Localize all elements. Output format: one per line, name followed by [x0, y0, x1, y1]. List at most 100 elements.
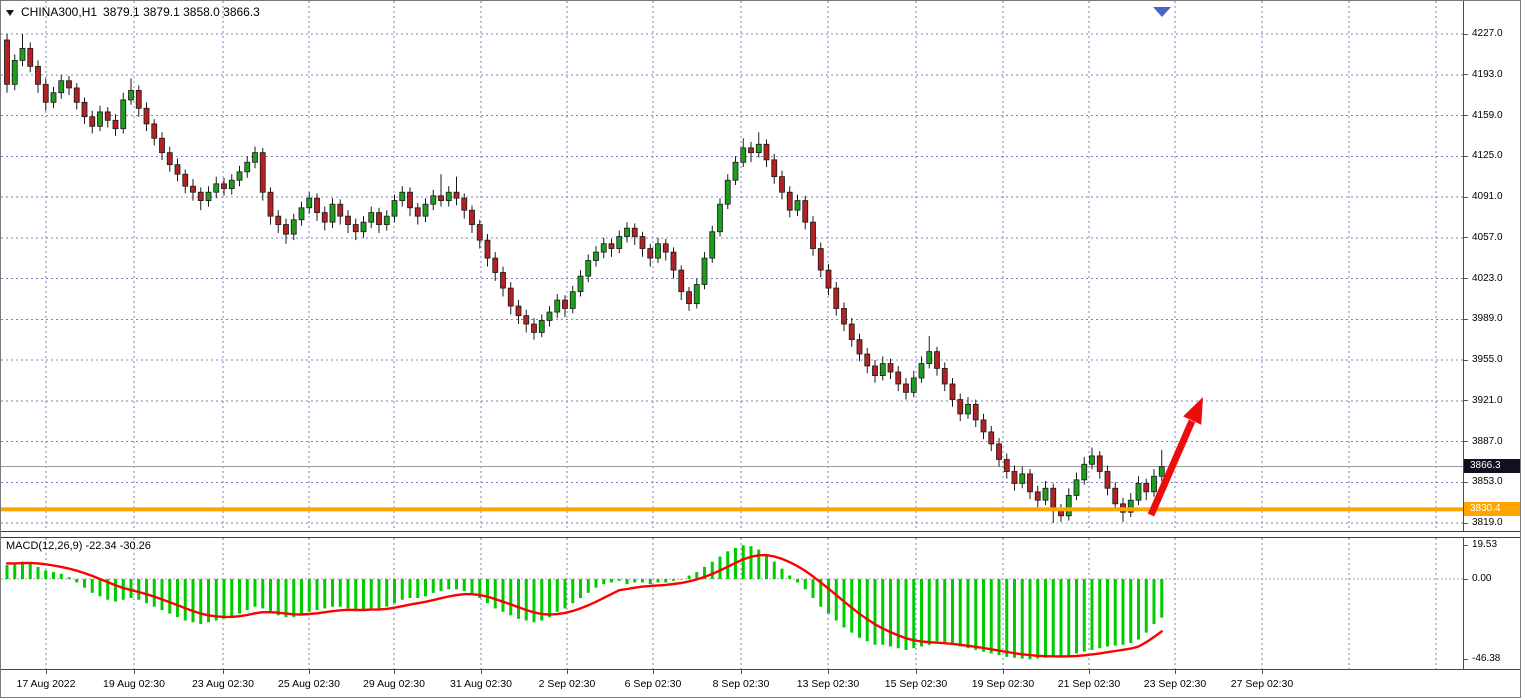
candle-body: [1112, 487, 1119, 505]
macd-histogram-bar: [726, 551, 730, 579]
macd-histogram-bar: [811, 579, 815, 599]
candle-body: [236, 171, 243, 181]
price-axis-tickmark: [1464, 115, 1468, 116]
price-tick-label: 3989.0: [1472, 313, 1503, 325]
macd-histogram-bar: [238, 579, 241, 614]
candle-body: [97, 111, 103, 127]
macd-histogram-bar: [927, 579, 931, 645]
macd-histogram-bar: [803, 579, 807, 590]
macd-histogram-bar: [819, 579, 823, 607]
macd-histogram-bar: [121, 579, 125, 600]
chart-shift-marker[interactable]: [1153, 7, 1171, 17]
price-axis[interactable]: 3866.3 3830.4 4227.0 4193.0 4159.0 4125.0 40…: [1463, 1, 1520, 669]
time-axis-tickmark: [1175, 670, 1176, 674]
time-tick-label: 19 Aug 02:30: [103, 678, 165, 690]
candle-body: [562, 299, 568, 309]
candle-body: [593, 251, 599, 261]
candle-body: [290, 219, 297, 235]
candle-body: [19, 47, 26, 61]
macd-histogram-bar: [757, 549, 761, 579]
candle-body: [554, 299, 561, 313]
candle-body: [321, 212, 328, 223]
trend-arrow-head[interactable]: [1183, 397, 1203, 425]
candle-body: [678, 269, 685, 293]
candle-body: [624, 227, 630, 237]
candle-body: [693, 284, 700, 305]
price-tick-label: -46.38: [1472, 653, 1501, 665]
macd-histogram-bar: [765, 554, 768, 579]
candle-body: [1096, 455, 1103, 472]
macd-histogram-bar: [672, 579, 675, 581]
macd-histogram-bar: [1044, 579, 1047, 658]
price-tick-label: 4227.0: [1472, 28, 1503, 39]
candle-body: [89, 116, 96, 127]
trend-arrow-shaft[interactable]: [1147, 419, 1196, 517]
candle-body: [128, 89, 134, 101]
time-axis-tickmark: [916, 670, 917, 674]
candle-body: [352, 224, 359, 233]
macd-histogram-bar: [834, 579, 838, 621]
candle-body: [1104, 471, 1111, 489]
candle-body: [314, 197, 320, 213]
macd-histogram-bar: [5, 565, 9, 579]
candle-body: [35, 65, 41, 85]
macd-histogram-bar: [13, 563, 17, 579]
macd-histogram-bar: [276, 579, 280, 616]
panel-splitter[interactable]: [1, 531, 1520, 538]
price-axis-tickmark: [1464, 33, 1468, 35]
macd-histogram-bar: [222, 579, 226, 619]
macd-histogram-bar: [486, 579, 489, 604]
price-chart-canvas[interactable]: [1, 1, 1463, 531]
macd-histogram-bar: [323, 579, 327, 609]
time-axis-tickmark: [46, 670, 47, 674]
price-axis-tickmark: [1464, 522, 1468, 524]
candle-body: [1073, 479, 1080, 496]
macd-histogram-bar: [896, 579, 900, 649]
candle-body: [980, 419, 987, 433]
macd-histogram-bar: [679, 579, 683, 580]
candle-body: [430, 195, 437, 205]
macd-histogram-bar: [524, 579, 528, 621]
candle-body: [244, 161, 251, 173]
macd-histogram-bar: [1028, 579, 1032, 660]
macd-histogram-bar: [315, 579, 319, 611]
price-tick-label: 3853.0: [1472, 476, 1503, 488]
macd-histogram-bar: [470, 579, 474, 595]
candle-body: [996, 443, 1002, 460]
candle-body: [422, 203, 429, 217]
candle-body: [662, 243, 669, 253]
macd-histogram-bar: [400, 579, 404, 600]
time-tick-label: 23 Sep 02:30: [1143, 678, 1207, 690]
time-tick-label: 8 Sep 02:30: [712, 678, 770, 690]
candle-body: [275, 215, 282, 225]
macd-canvas[interactable]: [1, 538, 1463, 669]
price-tick-label: 3887.0: [1472, 435, 1503, 447]
price-tick-label: 4193.0: [1472, 68, 1503, 80]
time-tick-label: 29 Aug 02:30: [363, 678, 425, 690]
price-axis-tickmark: [1464, 237, 1468, 239]
macd-histogram-bar: [98, 579, 102, 597]
time-axis-tickmark: [481, 670, 482, 674]
candle-body: [841, 308, 847, 325]
macd-histogram-bar: [958, 579, 962, 647]
candle-body: [174, 164, 181, 175]
macd-histogram-bar: [1098, 579, 1102, 649]
macd-histogram-bar: [83, 579, 86, 588]
macd-histogram-bar: [75, 579, 79, 583]
macd-histogram-bar: [1160, 579, 1164, 618]
support-line[interactable]: [1, 507, 1463, 512]
macd-histogram-bar: [493, 579, 497, 609]
macd-histogram-bar: [1106, 579, 1109, 647]
time-axis[interactable]: 17 Aug 2022 19 Aug 02:30 23 Aug 02:30 25 Au…: [1, 669, 1520, 697]
candle-body: [941, 367, 948, 385]
price-axis-tickmark: [1464, 544, 1468, 546]
candle-body: [732, 161, 739, 181]
time-axis-tickmark: [653, 670, 654, 674]
candle-body: [972, 403, 979, 421]
macd-histogram-bar: [214, 579, 218, 621]
candle-body: [817, 248, 824, 271]
price-tick-label: 0.00: [1472, 573, 1492, 584]
candle-body: [988, 431, 995, 445]
candle-body: [802, 200, 809, 223]
